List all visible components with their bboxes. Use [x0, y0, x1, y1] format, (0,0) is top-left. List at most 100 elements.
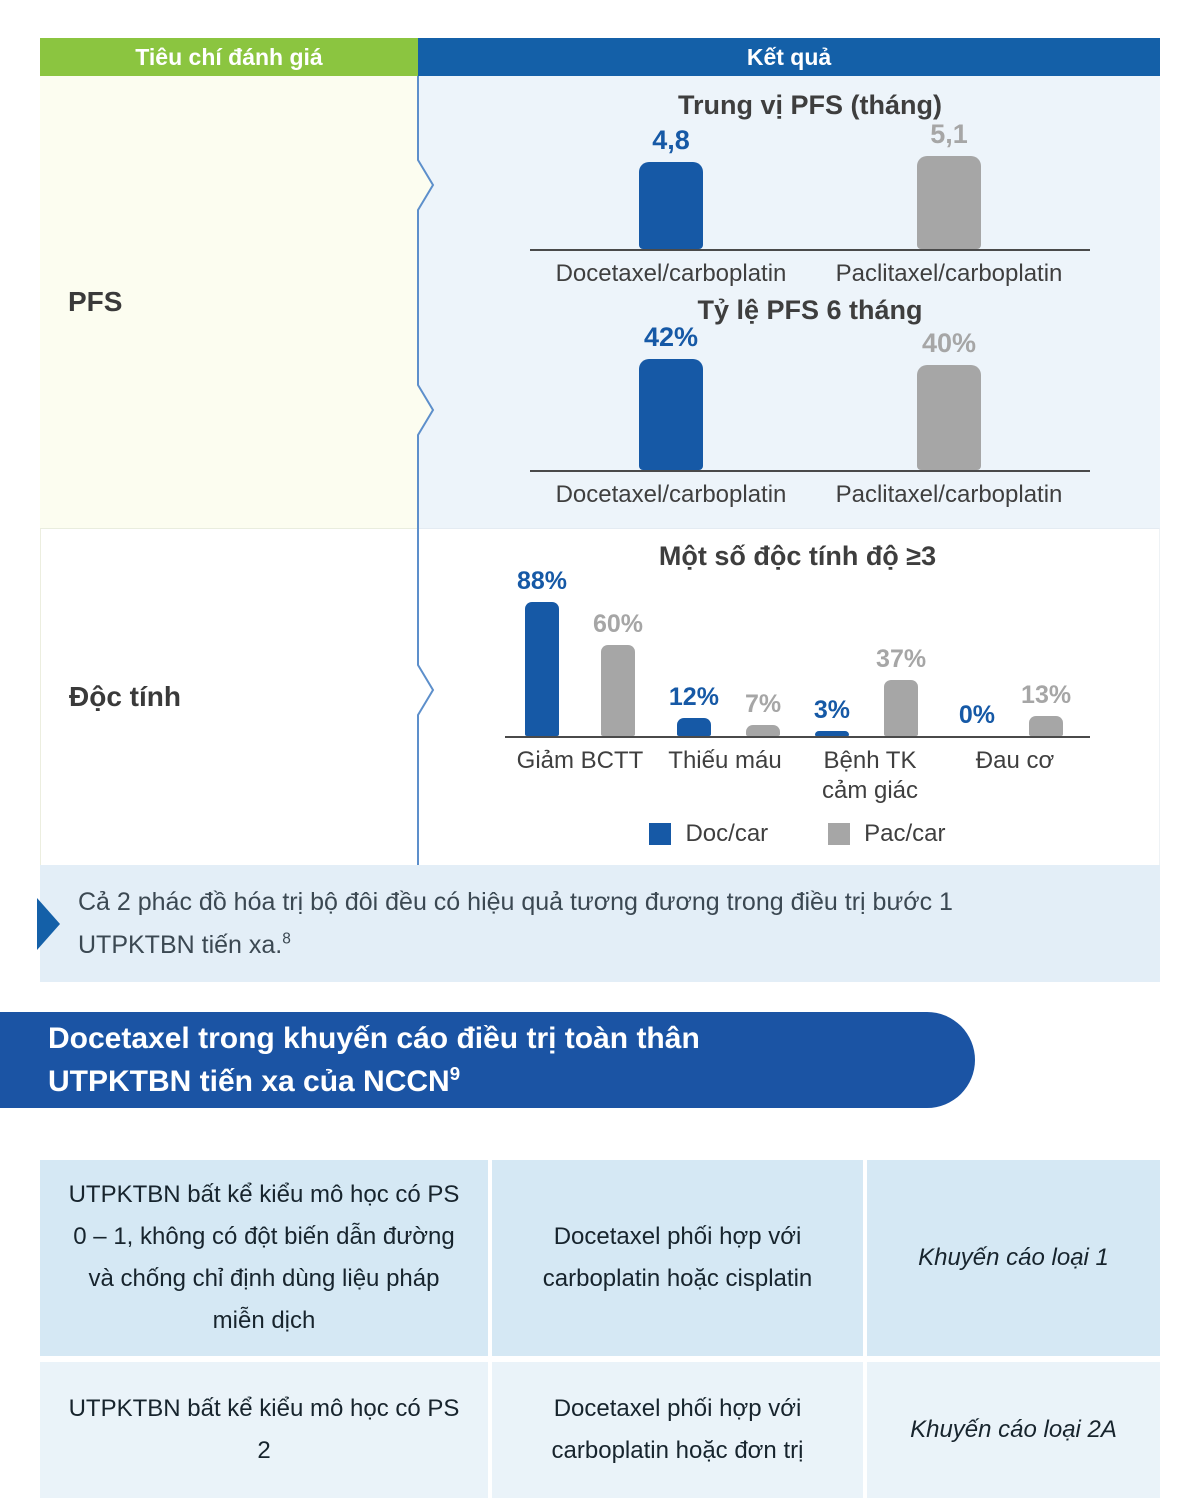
recommendation-cell: Khuyến cáo loại 1: [867, 1160, 1160, 1356]
bar-value-label: 88%: [516, 567, 567, 595]
chart-pfs-6-month: Tỷ lệ PFS 6 tháng 42% 40% Docetaxel/carbo…: [530, 295, 1090, 510]
legend-label: Pac/car: [864, 820, 946, 847]
bar: [746, 725, 781, 736]
category-label: Giảm BCTT: [516, 747, 644, 774]
chart-title: Trung vị PFS (tháng): [678, 90, 942, 120]
bar-value-label: 3%: [813, 696, 851, 724]
chart-plot-area: 42% 40%: [530, 322, 1090, 472]
category-label: Bệnh TK cảm giác: [821, 747, 919, 804]
bar-with-label: 12%: [669, 683, 719, 736]
bar-group: 5,1: [814, 119, 1084, 249]
criteria-cell: UTPKTBN bất kể kiểu mô học có PS 2: [40, 1362, 488, 1498]
note-text-body: Cả 2 phác đồ hóa trị bộ đôi đều có hiệu …: [78, 888, 953, 959]
header-criteria-cell: Tiêu chí đánh giá: [40, 38, 418, 76]
note-reference-superscript: 8: [282, 930, 291, 948]
bar-value-label: 4,8: [652, 125, 690, 155]
criteria-cell: UTPKTBN bất kể kiểu mô học có PS 0 – 1, …: [40, 1160, 488, 1356]
bar-with-label: 5,1: [917, 119, 981, 249]
bar-with-label: 40%: [917, 328, 981, 470]
bar: [884, 680, 919, 736]
chart-title: Một số độc tính độ ≥3: [658, 541, 937, 571]
legend-label: Doc/car: [685, 820, 769, 847]
bar: [1029, 716, 1064, 736]
bar: [814, 731, 849, 736]
bar-group: 40%: [814, 328, 1084, 470]
bar-with-label: 0%: [959, 701, 995, 736]
bar: [639, 162, 703, 249]
bar-with-label: 13%: [1021, 681, 1071, 736]
bar-value-label: 13%: [1021, 681, 1072, 709]
bar-with-label: 88%: [517, 567, 567, 736]
bar: [917, 156, 981, 249]
chart-plot-area: 88% 60% 12% 7% 3% 37% 0% 13%: [505, 567, 1090, 738]
comparison-table-header: Tiêu chí đánh giá Kết quả: [40, 38, 1160, 76]
pfs-label: PFS: [68, 286, 123, 317]
recommendation-cell: Khuyến cáo loại 2A: [867, 1362, 1160, 1498]
bar: [639, 359, 703, 470]
bar-with-label: 4,8: [639, 125, 703, 249]
bar-with-label: 42%: [639, 322, 703, 470]
toxicity-chart-cell: Một số độc tính độ ≥3 88% 60% 12% 7% 3% 37% 0%…: [418, 528, 1160, 865]
bar-value-label: 40%: [921, 328, 977, 358]
chart-plot-area: 4,8 5,1: [530, 119, 1090, 251]
banner-title-line-2: UTPKTBN tiến xa của NCCN9: [48, 1060, 975, 1104]
bar: [524, 602, 559, 736]
treatment-cell: Docetaxel phối hợp với carboplatin hoặc …: [492, 1362, 863, 1498]
toxicity-row: Độc tính Một số độc tính độ ≥3 88% 60% 12%…: [40, 528, 1160, 865]
bar-group: 4,8: [536, 125, 806, 249]
banner-reference-superscript: 9: [449, 1063, 461, 1084]
note-text: Cả 2 phác đồ hóa trị bộ đôi đều có hiệu …: [78, 881, 1030, 966]
bar: [917, 365, 981, 470]
header-result-cell: Kết quả: [418, 38, 1160, 76]
chart-category-labels: Docetaxel/carboplatin Paclitaxel/carbopla…: [530, 259, 1090, 289]
banner-title-line-1: Docetaxel trong khuyến cáo điều trị toàn…: [48, 1021, 700, 1055]
comparison-table: Tiêu chí đánh giá Kết quả PFS Trung vị P…: [37, 38, 1160, 982]
category-label: Paclitaxel/carboplatin: [835, 481, 1063, 508]
bar-with-label: 37%: [876, 645, 926, 736]
bar-value-label: 12%: [668, 683, 719, 711]
bar-group: 88% 60%: [511, 567, 649, 736]
section-banner: Docetaxel trong khuyến cáo điều trị toàn…: [0, 1012, 975, 1108]
toxicity-label: Độc tính: [69, 681, 181, 712]
pfs-row: PFS Trung vị PFS (tháng) 4,8 5,1 Docetaxe…: [40, 76, 1160, 528]
banner-title-line-2-text: UTPKTBN tiến xa của NCCN: [48, 1065, 450, 1098]
bar-with-label: 7%: [745, 690, 781, 736]
chart-median-pfs: Trung vị PFS (tháng) 4,8 5,1 Docetaxel/ca…: [530, 76, 1090, 289]
bar-value-label: 37%: [876, 645, 927, 673]
treatment-cell: Docetaxel phối hợp với carboplatin hoặc …: [492, 1160, 863, 1356]
bar-group: 42%: [536, 322, 806, 470]
bar-value-label: 60%: [593, 610, 644, 638]
bar-value-label: 0%: [958, 701, 996, 729]
category-label: Docetaxel/carboplatin: [555, 260, 787, 287]
legend-item-doc-car: Doc/car: [649, 820, 768, 848]
chart-legend: Doc/car Pac/car: [505, 820, 1090, 848]
pfs-label-cell: PFS: [40, 76, 418, 528]
bar-value-label: 42%: [643, 322, 699, 352]
pfs-charts-cell: Trung vị PFS (tháng) 4,8 5,1 Docetaxel/ca…: [418, 76, 1160, 528]
category-label: Paclitaxel/carboplatin: [835, 260, 1063, 287]
legend-item-pac-car: Pac/car: [828, 820, 946, 848]
category-label: Thiếu máu: [668, 747, 782, 774]
bar: [676, 718, 711, 736]
bar-with-label: 3%: [814, 696, 850, 736]
bar: [601, 645, 636, 736]
table-row: UTPKTBN bất kể kiểu mô học có PS 0 – 1, …: [40, 1160, 1160, 1356]
table-row: UTPKTBN bất kể kiểu mô học có PS 2 Docet…: [40, 1362, 1160, 1498]
bar-value-label: 7%: [744, 690, 782, 718]
legend-swatch-pac-car-icon: [828, 823, 851, 845]
note-arrow-icon: [37, 897, 60, 950]
chart-toxicity: Một số độc tính độ ≥3 88% 60% 12% 7% 3% 37% 0%…: [505, 529, 1090, 848]
conclusion-note: Cả 2 phác đồ hóa trị bộ đôi đều có hiệu …: [37, 865, 1160, 982]
category-label: Đau cơ: [975, 747, 1055, 774]
bar-with-label: 60%: [593, 610, 643, 736]
bar-group: 12% 7%: [656, 598, 794, 736]
bar-value-label: 5,1: [930, 119, 968, 149]
chart-category-labels: Docetaxel/carboplatin Paclitaxel/carbopla…: [530, 480, 1090, 510]
chart-category-labels: Giảm BCTT Thiếu máu Bệnh TK cảm giác Đau cơ: [505, 746, 1090, 806]
toxicity-label-cell: Độc tính: [40, 528, 418, 865]
nccn-table: UTPKTBN bất kể kiểu mô học có PS 0 – 1, …: [40, 1160, 1160, 1498]
bar-group: 3% 37%: [801, 598, 939, 736]
chart-title: Tỷ lệ PFS 6 tháng: [697, 295, 923, 325]
column-divider-chevrons: [417, 76, 435, 865]
